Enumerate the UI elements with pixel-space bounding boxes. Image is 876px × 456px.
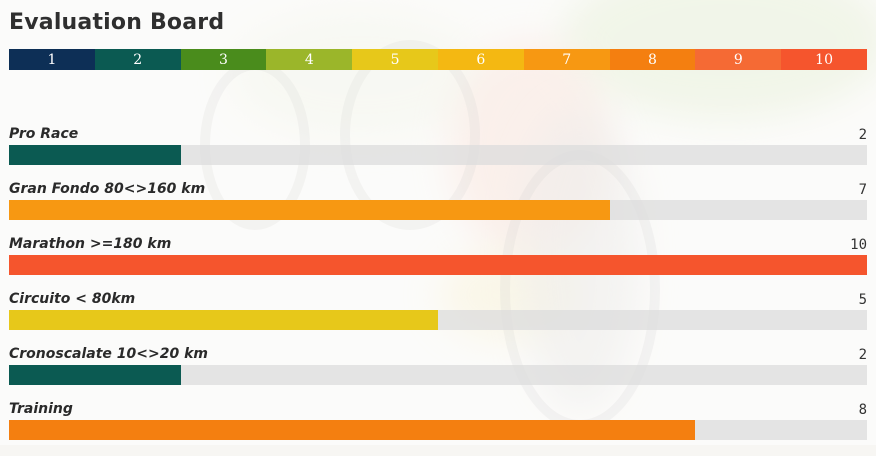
rating-row-circuito: Circuito < 80km 5 bbox=[9, 291, 867, 346]
rating-label: Gran Fondo 80<>160 km bbox=[9, 181, 206, 197]
rating-bar-track bbox=[9, 365, 867, 385]
scale-cell-9: 9 bbox=[695, 49, 782, 70]
rating-score: 8 bbox=[858, 402, 867, 418]
rating-bar-fill bbox=[9, 420, 696, 440]
rating-score: 2 bbox=[858, 127, 867, 143]
rating-bar-track bbox=[9, 145, 867, 165]
rating-row-marathon: Marathon >=180 km 10 bbox=[9, 236, 867, 291]
rating-bar-track bbox=[9, 310, 867, 330]
rating-bar-track bbox=[9, 420, 867, 440]
scale-cell-6: 6 bbox=[437, 49, 524, 70]
scale-cell-8: 8 bbox=[609, 49, 696, 70]
rating-label: Circuito < 80km bbox=[9, 291, 136, 307]
page-title: Evaluation Board bbox=[9, 10, 225, 35]
rating-label: Cronoscalate 10<>20 km bbox=[9, 346, 208, 362]
rating-bar-track bbox=[9, 255, 867, 275]
ratings-list: Pro Race 2 Gran Fondo 80<>160 km 7 Marat… bbox=[9, 126, 867, 456]
scale-cell-7: 7 bbox=[523, 49, 610, 70]
rating-row-training: Training 8 bbox=[9, 401, 867, 456]
rating-bar-fill bbox=[9, 255, 867, 275]
rating-label: Marathon >=180 km bbox=[9, 236, 172, 252]
scale-cell-2: 2 bbox=[94, 49, 181, 70]
rating-score: 7 bbox=[858, 182, 867, 198]
rating-score: 2 bbox=[858, 347, 867, 363]
score-scale-legend: 1 2 3 4 5 6 7 8 9 10 bbox=[9, 49, 867, 70]
scale-cell-1: 1 bbox=[9, 49, 95, 70]
rating-score: 5 bbox=[858, 292, 867, 308]
rating-bar-fill bbox=[9, 310, 438, 330]
rating-row-cronoscalate: Cronoscalate 10<>20 km 2 bbox=[9, 346, 867, 401]
scale-cell-4: 4 bbox=[266, 49, 353, 70]
scale-cell-5: 5 bbox=[352, 49, 438, 70]
rating-label: Training bbox=[9, 401, 73, 417]
scale-cell-10: 10 bbox=[781, 49, 867, 70]
rating-bar-fill bbox=[9, 145, 181, 165]
rating-label: Pro Race bbox=[9, 126, 79, 142]
rating-bar-track bbox=[9, 200, 867, 220]
rating-score: 10 bbox=[850, 237, 867, 253]
rating-bar-fill bbox=[9, 365, 181, 385]
scale-cell-3: 3 bbox=[180, 49, 267, 70]
rating-row-pro-race: Pro Race 2 bbox=[9, 126, 867, 181]
rating-row-gran-fondo: Gran Fondo 80<>160 km 7 bbox=[9, 181, 867, 236]
rating-bar-fill bbox=[9, 200, 610, 220]
